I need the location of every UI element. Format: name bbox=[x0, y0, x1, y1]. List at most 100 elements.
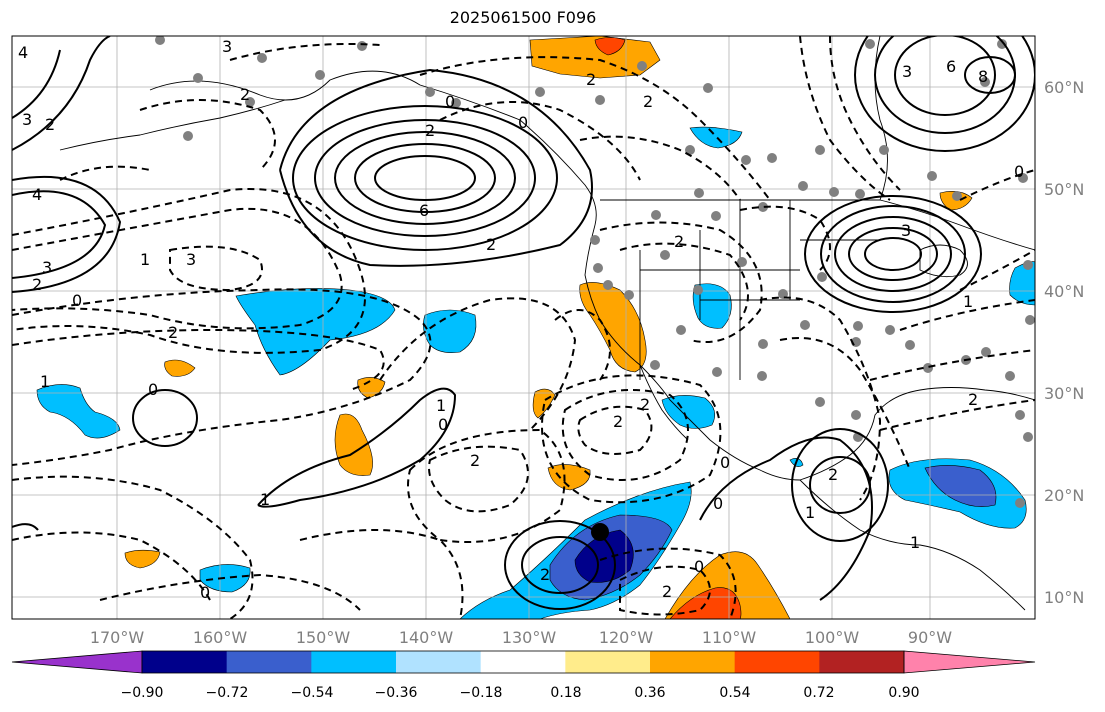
colorbar-tick-label: 0.72 bbox=[803, 685, 834, 701]
contour-labels: 4 3 2 3 2 4 3 2 0 1 3 2 1 0 2 6 2 0 2 2 … bbox=[18, 37, 1024, 602]
contour-label: 0 bbox=[720, 453, 730, 472]
contour-label: 1 bbox=[436, 396, 446, 415]
colorbar-extend-low bbox=[11, 650, 143, 674]
contour-label: 1 bbox=[40, 372, 50, 391]
contour-label: 2 bbox=[425, 121, 435, 140]
contour-label: 2 bbox=[828, 465, 838, 484]
colorbar-segment bbox=[734, 651, 820, 673]
alaska-coast bbox=[149, 70, 597, 226]
high-center-contour bbox=[374, 155, 476, 201]
contour-label: 2 bbox=[470, 451, 480, 470]
storm-center-marker bbox=[591, 523, 609, 541]
lat-label: 60°N bbox=[1044, 78, 1084, 97]
contour-label: 2 bbox=[662, 582, 672, 601]
contour-label: 2 bbox=[613, 412, 623, 431]
contour-label: 0 bbox=[148, 380, 158, 399]
state-borders bbox=[639, 200, 880, 380]
colorbar-tick-label: 0.90 bbox=[888, 685, 919, 701]
west-coast bbox=[584, 224, 801, 481]
positive-anomaly-region bbox=[124, 549, 161, 569]
positive-anomaly-region bbox=[334, 413, 373, 476]
contour-label: 1 bbox=[805, 503, 815, 522]
map-title: 2025061500 F096 bbox=[449, 8, 597, 27]
contour-label: 2 bbox=[486, 235, 496, 254]
contour-label: 0 bbox=[518, 113, 528, 132]
colorbar-tick-label: 0.18 bbox=[550, 685, 581, 701]
lat-label: 30°N bbox=[1044, 384, 1084, 403]
contour-label: 0 bbox=[438, 415, 448, 434]
positive-anomaly-region bbox=[547, 464, 591, 491]
contour-label: 2 bbox=[168, 323, 178, 342]
baja-peninsula bbox=[639, 364, 689, 441]
contour-label: 8 bbox=[978, 67, 988, 86]
negative-contours bbox=[12, 36, 1035, 619]
colorbar-segment bbox=[396, 651, 482, 673]
contour-label: 2 bbox=[240, 85, 250, 104]
negative-anomaly-region bbox=[692, 283, 732, 329]
map-panel: 4 3 2 3 2 4 3 2 0 1 3 2 1 0 2 6 2 0 2 2 … bbox=[12, 36, 1035, 619]
lon-label: 90°W bbox=[908, 628, 952, 647]
contour-label: 3 bbox=[902, 62, 912, 81]
colorbar-segment bbox=[226, 651, 312, 673]
colorbar-tick-label: −0.18 bbox=[460, 685, 503, 701]
negative-anomaly-region bbox=[423, 309, 477, 353]
negative-anomaly-region bbox=[199, 564, 251, 593]
latitude-labels: 60°N 50°N 40°N 30°N 20°N 10°N bbox=[1044, 78, 1084, 607]
lon-label: 170°W bbox=[90, 628, 145, 647]
strong-positive-anomaly-region bbox=[669, 587, 742, 619]
lat-label: 50°N bbox=[1044, 180, 1084, 199]
negative-anomaly-region bbox=[661, 395, 716, 429]
colorbar-segment bbox=[650, 651, 736, 673]
colorbar-segment bbox=[480, 651, 566, 673]
positive-contours bbox=[12, 36, 1035, 610]
colorbar-tick-label: 0.36 bbox=[634, 685, 665, 701]
station-dots bbox=[155, 36, 1035, 508]
contour-label: 1 bbox=[140, 250, 150, 269]
central-america bbox=[799, 479, 1026, 611]
lon-label: 110°W bbox=[702, 628, 757, 647]
contour-label: 3 bbox=[222, 37, 232, 56]
contour-label: 6 bbox=[419, 201, 429, 220]
colorbar-border bbox=[141, 650, 905, 674]
negative-anomaly-region bbox=[36, 384, 121, 439]
contour-label: 2 bbox=[45, 115, 55, 134]
contour-label: 1 bbox=[260, 490, 270, 509]
contour-label: 0 bbox=[72, 291, 82, 310]
contour-label: 1 bbox=[963, 292, 973, 311]
contour-label: 2 bbox=[540, 565, 550, 584]
contour-label: 3 bbox=[42, 258, 52, 277]
strong-negative-anomaly-region bbox=[924, 465, 997, 507]
lat-label: 20°N bbox=[1044, 486, 1084, 505]
contour-label: 2 bbox=[674, 232, 684, 251]
lon-label: 150°W bbox=[296, 628, 351, 647]
colorbar-ticks: −0.90 −0.72 −0.54 −0.36 −0.18 0.18 0.36 … bbox=[121, 685, 920, 701]
colorbar-tick-label: 0.54 bbox=[719, 685, 750, 701]
shaded-anomalies bbox=[36, 36, 1035, 619]
lat-label: 10°N bbox=[1044, 588, 1084, 607]
colorbar-segment bbox=[142, 651, 228, 673]
aleutian-chain bbox=[59, 99, 286, 151]
contour-label: 2 bbox=[586, 70, 596, 89]
contour-label: 6 bbox=[946, 57, 956, 76]
longitude-labels: 170°W 160°W 150°W 140°W 130°W 120°W 110°… bbox=[90, 628, 952, 647]
contour-label: 3 bbox=[186, 250, 196, 269]
colorbar-tick-label: −0.90 bbox=[121, 685, 164, 701]
colorbar-segment bbox=[311, 651, 397, 673]
us-canada-border bbox=[600, 199, 1035, 251]
colorbar-extend-high bbox=[903, 650, 1036, 674]
contour-label: 0 bbox=[1014, 162, 1024, 181]
positive-anomaly-region bbox=[594, 37, 626, 56]
colorbar-segment bbox=[565, 651, 651, 673]
contour-label: 0 bbox=[445, 92, 455, 111]
positive-anomaly-region bbox=[164, 359, 196, 377]
contour-label: 0 bbox=[694, 557, 704, 576]
contour-label: 2 bbox=[32, 275, 42, 294]
positive-anomaly-region bbox=[579, 282, 647, 373]
lat-label: 40°N bbox=[1044, 282, 1084, 301]
colorbar bbox=[11, 650, 1036, 674]
coastlines bbox=[59, 36, 1035, 611]
contour-label: 4 bbox=[32, 185, 42, 204]
contour-label: 0 bbox=[713, 494, 723, 513]
lon-label: 130°W bbox=[502, 628, 557, 647]
